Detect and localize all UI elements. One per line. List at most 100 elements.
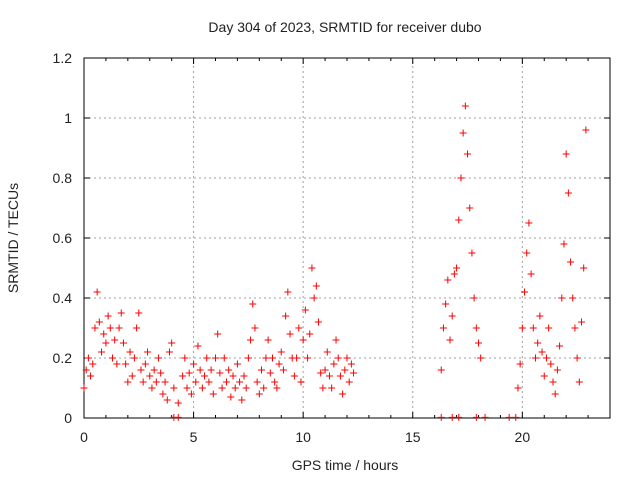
y-tick-label: 1.2 [53, 50, 73, 66]
data-point [185, 369, 193, 377]
data-points [80, 102, 590, 421]
data-point [571, 324, 579, 332]
data-point [325, 372, 333, 380]
data-point [459, 129, 467, 137]
data-point [190, 360, 198, 368]
data-point [102, 339, 110, 347]
data-point [475, 339, 482, 347]
data-point [534, 339, 542, 347]
data-point [113, 360, 121, 368]
data-point [84, 354, 92, 362]
data-point [575, 378, 583, 386]
data-point [547, 360, 555, 368]
data-point [282, 312, 290, 320]
y-tick-label: 1 [64, 110, 72, 126]
data-point [238, 396, 246, 404]
data-point [271, 378, 279, 386]
data-point [214, 330, 222, 338]
y-axis-label: SRMTID / TECUs [5, 183, 21, 293]
data-point [198, 384, 206, 392]
data-point [453, 264, 461, 272]
data-point [130, 354, 138, 362]
data-point [203, 354, 211, 362]
data-point [168, 339, 176, 347]
data-point [540, 372, 548, 380]
data-point [573, 354, 581, 362]
data-point [299, 336, 307, 344]
data-point [174, 399, 182, 407]
data-point [229, 372, 237, 380]
data-point [290, 372, 298, 380]
data-point [350, 369, 358, 377]
data-point [95, 318, 103, 326]
data-point [260, 384, 268, 392]
data-point [470, 294, 478, 302]
data-point [317, 369, 325, 377]
data-point [553, 366, 561, 374]
data-point [516, 360, 524, 368]
data-point [297, 378, 305, 386]
data-point [545, 324, 553, 332]
data-point [93, 288, 101, 296]
data-point [321, 366, 329, 374]
data-point [536, 312, 544, 320]
data-point [183, 384, 191, 392]
data-point [148, 384, 156, 392]
zero-marker [505, 413, 513, 421]
zero-marker [472, 413, 480, 421]
y-tick-label: 0 [64, 410, 72, 426]
data-point [82, 366, 90, 374]
zero-marker [481, 413, 489, 421]
zero-marker [448, 413, 456, 421]
data-point [551, 390, 559, 398]
data-point [301, 306, 309, 314]
data-point [334, 354, 342, 362]
data-point [207, 366, 215, 374]
data-point [323, 348, 331, 356]
y-tick-label: 0.2 [53, 350, 73, 366]
data-point [104, 312, 112, 320]
data-point [218, 384, 226, 392]
data-point [80, 384, 88, 392]
data-point [128, 372, 136, 380]
data-point [137, 366, 145, 374]
data-point [455, 216, 463, 224]
zero-marker [174, 413, 182, 421]
zero-marker [455, 413, 463, 421]
ticks [83, 57, 610, 419]
data-point [212, 354, 219, 362]
x-tick-label: 0 [80, 429, 88, 445]
data-point [233, 360, 241, 368]
data-point [450, 270, 458, 278]
data-point [556, 342, 564, 350]
data-point [268, 354, 276, 362]
tick-labels: 0 5 10 15 20 0 0.2 0.4 0.6 0.8 1 1.2 [53, 50, 531, 445]
data-point [439, 324, 447, 332]
data-point [262, 354, 270, 362]
data-point [569, 294, 577, 302]
data-point [444, 276, 452, 284]
data-point [126, 348, 134, 356]
data-point [253, 378, 261, 386]
data-point [157, 369, 165, 377]
x-tick-label: 5 [190, 429, 198, 445]
data-point [542, 354, 550, 362]
data-point [277, 348, 285, 356]
data-point [315, 318, 323, 326]
data-point [242, 384, 250, 392]
data-point [220, 354, 228, 362]
data-point [464, 150, 472, 158]
chart-title: Day 304 of 2023, SRMTID for receiver dub… [208, 19, 481, 35]
data-point [521, 288, 529, 296]
data-point [141, 360, 149, 368]
data-point [582, 126, 590, 134]
data-point [194, 342, 202, 350]
data-point [196, 366, 204, 374]
data-point [258, 366, 266, 374]
data-point [275, 360, 283, 368]
data-point [538, 348, 546, 356]
data-point [247, 336, 255, 344]
data-point [304, 354, 312, 362]
data-point [457, 174, 465, 182]
